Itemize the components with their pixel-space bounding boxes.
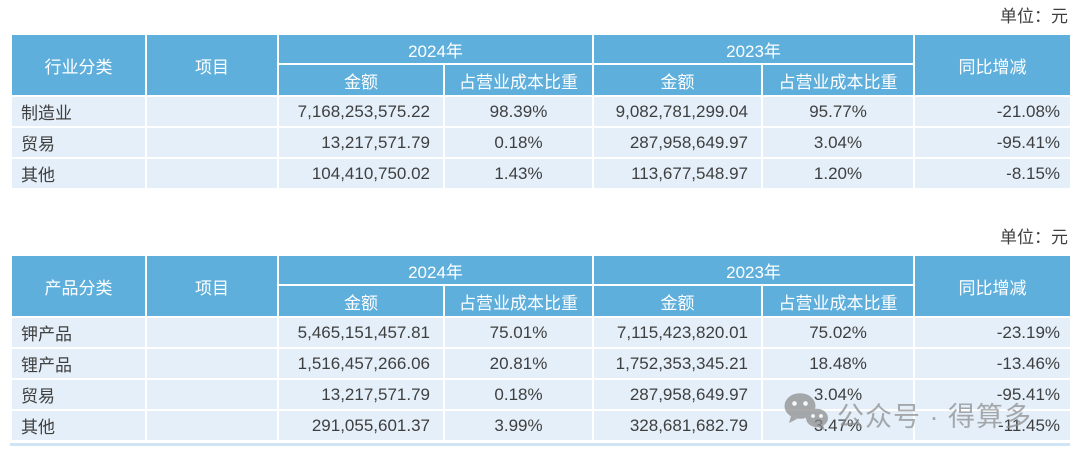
ratio-2024-cell: 0.18% <box>442 378 595 411</box>
yoy-cell: -95.41% <box>913 378 1073 411</box>
ratio-2023-cell: 3.04% <box>761 126 916 159</box>
amount-2023-cell: 1,752,353,345.21 <box>592 347 764 380</box>
ratio-2023-cell: 1.20% <box>761 157 916 190</box>
table-row: 其他 291,055,601.37 3.99% 328,681,682.79 3… <box>10 409 1073 442</box>
amount-2023-cell: 287,958,649.97 <box>592 378 764 411</box>
yoy-cell: -8.15% <box>913 157 1073 190</box>
unit-label-industry: 单位：元 <box>1000 7 1068 26</box>
ratio-2024-cell: 98.39% <box>442 95 595 128</box>
report-page: 单位：元 行业分类 项目 2024年 2023年 同比增减 金额 占营业成本比重… <box>10 7 1073 446</box>
ratio-2024-cell: 0.18% <box>442 126 595 159</box>
row-item <box>145 157 279 190</box>
yoy-cell: -11.45% <box>913 409 1073 442</box>
amount-2024-cell: 5,465,151,457.81 <box>277 316 445 349</box>
amount-2023-header: 金额 <box>592 63 764 97</box>
year-2023-header: 2023年 <box>592 33 916 65</box>
row-category: 其他 <box>10 409 147 442</box>
product-table-corner-header: 产品分类 <box>10 254 147 318</box>
table-row: 其他 104,410,750.02 1.43% 113,677,548.97 1… <box>10 157 1073 190</box>
item-column-header: 项目 <box>145 254 279 318</box>
yoy-cell: -95.41% <box>913 126 1073 159</box>
product-cost-table: 产品分类 项目 2024年 2023年 同比增减 金额 占营业成本比重 金额 占… <box>10 254 1073 442</box>
table-row: 钾产品 5,465,151,457.81 75.01% 7,115,423,82… <box>10 316 1073 349</box>
ratio-2023-header: 占营业成本比重 <box>761 63 916 97</box>
ratio-2024-cell: 1.43% <box>442 157 595 190</box>
row-category: 钾产品 <box>10 316 147 349</box>
row-category: 制造业 <box>10 95 147 128</box>
row-category: 贸易 <box>10 126 147 159</box>
ratio-2024-cell: 20.81% <box>442 347 595 380</box>
amount-2023-cell: 113,677,548.97 <box>592 157 764 190</box>
table-row: 贸易 13,217,571.79 0.18% 287,958,649.97 3.… <box>10 126 1073 159</box>
amount-2023-header: 金额 <box>592 284 764 318</box>
table-row: 制造业 7,168,253,575.22 98.39% 9,082,781,29… <box>10 95 1073 128</box>
row-item <box>145 378 279 411</box>
amount-2024-cell: 7,168,253,575.22 <box>277 95 445 128</box>
row-category: 其他 <box>10 157 147 190</box>
amount-2024-cell: 291,055,601.37 <box>277 409 445 442</box>
amount-2024-cell: 104,410,750.02 <box>277 157 445 190</box>
item-column-header: 项目 <box>145 33 279 97</box>
table-row: 贸易 13,217,571.79 0.18% 287,958,649.97 3.… <box>10 378 1073 411</box>
ratio-2023-header: 占营业成本比重 <box>761 284 916 318</box>
row-category: 锂产品 <box>10 347 147 380</box>
amount-2023-cell: 9,082,781,299.04 <box>592 95 764 128</box>
ratio-2024-cell: 3.99% <box>442 409 595 442</box>
amount-2024-cell: 13,217,571.79 <box>277 378 445 411</box>
ratio-2023-cell: 3.04% <box>761 378 916 411</box>
table-row: 锂产品 1,516,457,266.06 20.81% 1,752,353,34… <box>10 347 1073 380</box>
ratio-2024-header: 占营业成本比重 <box>442 284 595 318</box>
ratio-2023-cell: 18.48% <box>761 347 916 380</box>
amount-2024-cell: 13,217,571.79 <box>277 126 445 159</box>
row-item <box>145 347 279 380</box>
amount-2023-cell: 287,958,649.97 <box>592 126 764 159</box>
ratio-2023-cell: 95.77% <box>761 95 916 128</box>
yoy-column-header: 同比增减 <box>913 33 1073 97</box>
ratio-2024-header: 占营业成本比重 <box>442 63 595 97</box>
year-2024-header: 2024年 <box>276 254 595 286</box>
year-2024-header: 2024年 <box>276 33 595 65</box>
amount-2024-cell: 1,516,457,266.06 <box>277 347 445 380</box>
amount-2023-cell: 7,115,423,820.01 <box>592 316 764 349</box>
amount-2023-cell: 328,681,682.79 <box>592 409 764 442</box>
row-item <box>145 126 279 159</box>
amount-2024-header: 金额 <box>277 284 445 318</box>
cutoff-next-row-sliver <box>10 443 1070 446</box>
yoy-column-header: 同比增减 <box>913 254 1073 318</box>
row-item <box>145 95 279 128</box>
row-item <box>145 409 279 442</box>
yoy-cell: -13.46% <box>913 347 1073 380</box>
ratio-2023-cell: 75.02% <box>761 316 916 349</box>
unit-label-product: 单位：元 <box>1000 228 1068 247</box>
ratio-2023-cell: 3.47% <box>761 409 916 442</box>
industry-cost-table: 行业分类 项目 2024年 2023年 同比增减 金额 占营业成本比重 金额 占… <box>10 33 1073 190</box>
yoy-cell: -23.19% <box>913 316 1073 349</box>
amount-2024-header: 金额 <box>277 63 445 97</box>
ratio-2024-cell: 75.01% <box>442 316 595 349</box>
year-2023-header: 2023年 <box>592 254 916 286</box>
industry-table-corner-header: 行业分类 <box>10 33 147 97</box>
row-category: 贸易 <box>10 378 147 411</box>
row-item <box>145 316 279 349</box>
yoy-cell: -21.08% <box>913 95 1073 128</box>
